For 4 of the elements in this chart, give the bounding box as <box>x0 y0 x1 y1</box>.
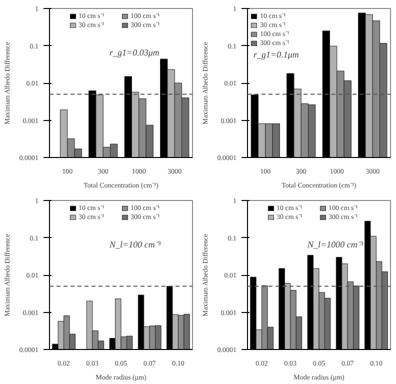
annotation: N_l=100 cm⁻³ <box>108 240 161 250</box>
annotation: N_l=1000 cm⁻³ <box>306 240 364 250</box>
annotation: r_g1=0.03μm <box>110 48 160 58</box>
annotation: r_g1=0.1μm <box>254 50 300 60</box>
